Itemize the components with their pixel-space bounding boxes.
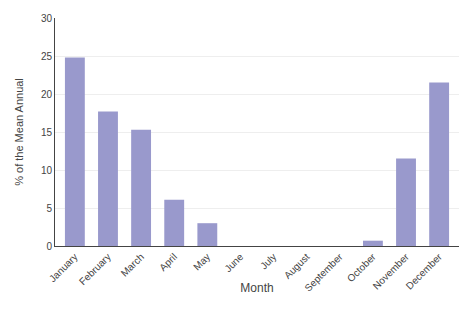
- svg-text:Month: Month: [240, 281, 273, 295]
- svg-text:% of the Mean Annual: % of the Mean Annual: [13, 78, 25, 186]
- svg-text:October: October: [345, 251, 378, 284]
- svg-text:January: January: [47, 251, 80, 284]
- svg-text:5: 5: [46, 203, 52, 214]
- svg-text:15: 15: [41, 127, 53, 138]
- svg-text:March: March: [119, 251, 146, 278]
- svg-text:November: November: [371, 251, 412, 292]
- svg-text:April: April: [157, 251, 179, 273]
- svg-text:September: September: [302, 251, 345, 294]
- svg-text:February: February: [77, 251, 113, 287]
- svg-text:May: May: [191, 251, 212, 272]
- svg-text:30: 30: [41, 13, 53, 24]
- svg-text:10: 10: [41, 165, 53, 176]
- svg-text:25: 25: [41, 51, 53, 62]
- svg-text:0: 0: [46, 241, 52, 252]
- svg-text:August: August: [282, 251, 312, 281]
- svg-text:July: July: [258, 251, 278, 271]
- svg-text:December: December: [404, 251, 445, 292]
- svg-text:20: 20: [41, 89, 53, 100]
- svg-text:June: June: [222, 251, 245, 274]
